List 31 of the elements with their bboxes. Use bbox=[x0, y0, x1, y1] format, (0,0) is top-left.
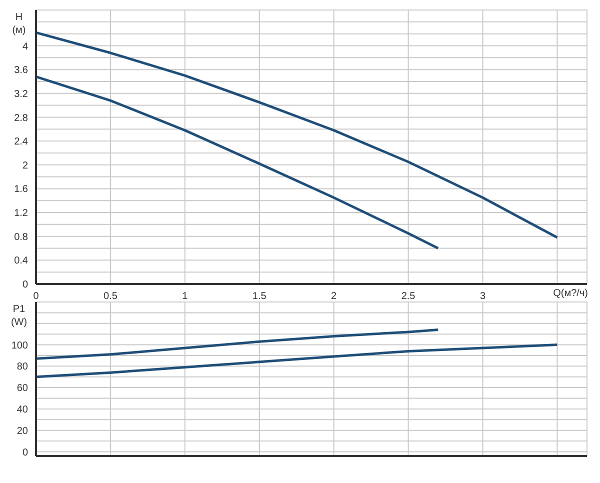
y-tick-label: 60 bbox=[16, 383, 28, 394]
line-series bbox=[36, 31, 558, 239]
y-axis-title: P1 (W) bbox=[10, 303, 28, 329]
y-tick-label: 4 bbox=[22, 41, 28, 52]
x-tick-label: 3 bbox=[480, 291, 486, 302]
y-tick-label: 0.8 bbox=[14, 232, 28, 243]
y-tick-label: 2.8 bbox=[14, 112, 28, 124]
y-tick-label: 1.2 bbox=[14, 208, 28, 220]
y-tick-label: 40 bbox=[16, 404, 28, 416]
y-axis-title: H (м) bbox=[11, 11, 27, 37]
y-tick-label: 3.6 bbox=[14, 65, 28, 76]
x-tick-label: 0.5 bbox=[104, 291, 118, 302]
line-series bbox=[36, 328, 440, 360]
x-axis-title: Q(м?/ч) bbox=[553, 288, 588, 299]
line-series bbox=[36, 344, 558, 378]
y-tick-label: 80 bbox=[16, 362, 28, 373]
y-tick-label: 2.4 bbox=[14, 136, 28, 148]
x-tick-label: 0 bbox=[33, 291, 40, 302]
x-tick-label: 1 bbox=[182, 291, 188, 302]
line-series bbox=[36, 75, 440, 250]
y-tick-label: 100 bbox=[11, 340, 28, 352]
x-tick-label: 2 bbox=[331, 291, 338, 302]
y-tick-label: 2 bbox=[22, 160, 28, 172]
y-tick-label: 20 bbox=[16, 426, 28, 437]
y-tick-label: 3.2 bbox=[14, 88, 28, 100]
x-tick-label: 1.5 bbox=[252, 291, 267, 302]
y-tick-label: 0.4 bbox=[14, 256, 28, 267]
y-tick-label: 0 bbox=[22, 447, 28, 458]
y-tick-label: 1.6 bbox=[14, 184, 28, 196]
y-tick-label: 0 bbox=[22, 280, 28, 291]
x-tick-label: 2.5 bbox=[401, 291, 416, 302]
